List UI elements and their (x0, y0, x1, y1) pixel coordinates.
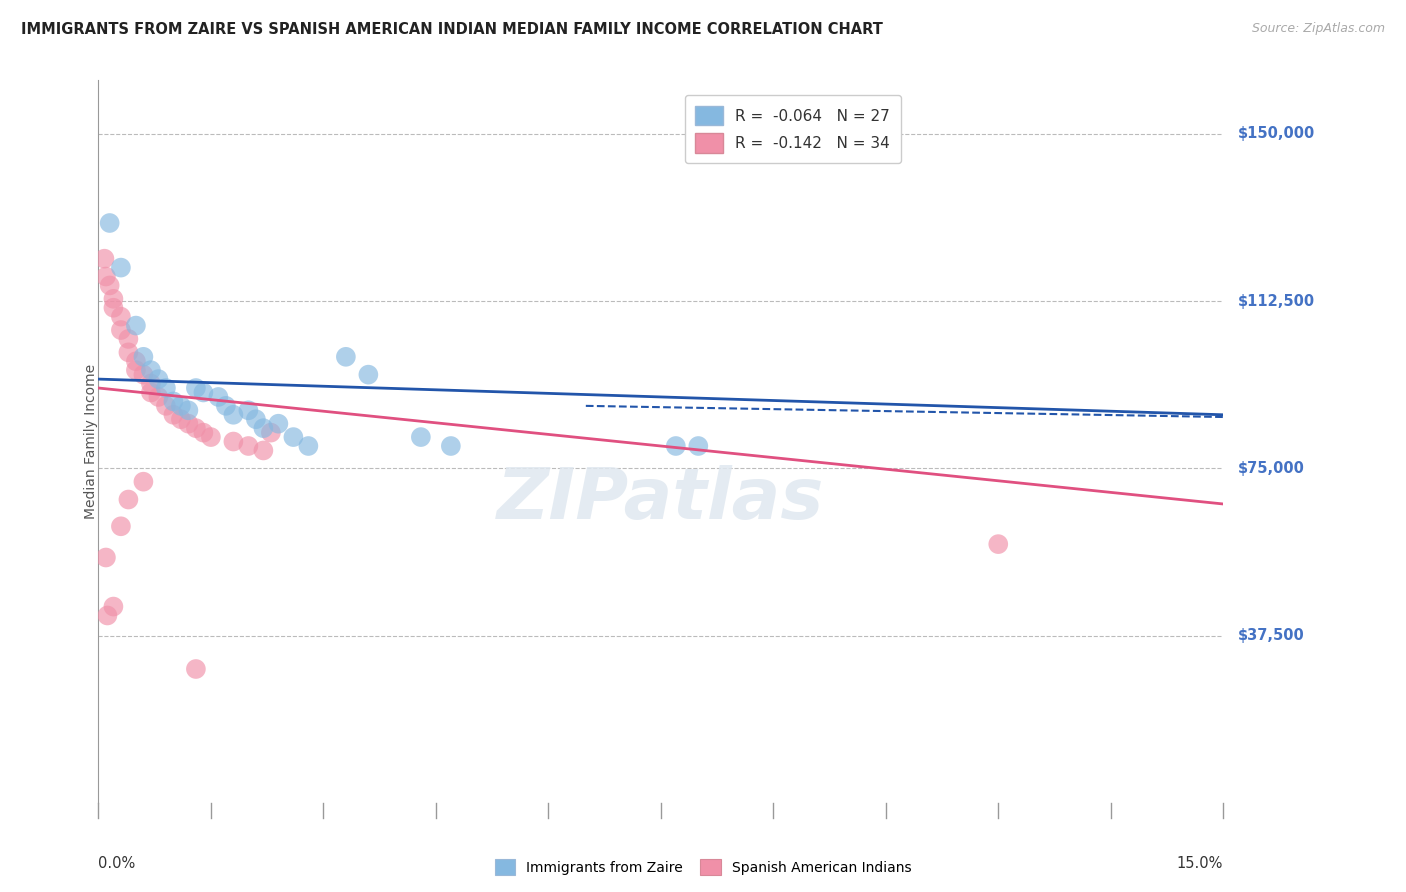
Point (238, 439, 260, 453)
Point (132, 368, 155, 382)
Point (193, 385, 215, 400)
Point (215, 399, 238, 413)
Point (148, 390, 170, 404)
Point (110, 310, 132, 324)
Point (409, 430, 432, 444)
Point (297, 439, 319, 453)
Point (665, 439, 688, 453)
Point (440, 439, 463, 453)
Point (148, 372, 170, 386)
Text: $150,000: $150,000 (1239, 127, 1316, 141)
Legend: Immigrants from Zaire, Spanish American Indians: Immigrants from Zaire, Spanish American … (489, 854, 917, 880)
Point (139, 385, 162, 400)
Point (200, 430, 222, 444)
Point (103, 292, 125, 306)
Point (184, 662, 207, 676)
Point (93, 252, 115, 266)
Text: $112,500: $112,500 (1239, 293, 1316, 309)
Point (193, 425, 215, 440)
Text: 15.0%: 15.0% (1177, 856, 1223, 871)
Point (110, 323, 132, 337)
Text: 0.0%: 0.0% (98, 856, 135, 871)
Point (125, 318, 148, 333)
Text: Median Family Income: Median Family Income (83, 364, 97, 519)
Point (125, 354, 148, 368)
Point (103, 301, 125, 315)
Point (207, 390, 229, 404)
Point (155, 399, 177, 413)
Point (260, 425, 283, 440)
Point (98, 278, 121, 293)
Point (987, 537, 1010, 551)
Point (94, 269, 117, 284)
Point (117, 332, 139, 346)
Point (117, 345, 139, 359)
Text: IMMIGRANTS FROM ZAIRE VS SPANISH AMERICAN INDIAN MEDIAN FAMILY INCOME CORRELATIO: IMMIGRANTS FROM ZAIRE VS SPANISH AMERICA… (21, 22, 883, 37)
Point (170, 399, 193, 413)
Point (222, 434, 245, 449)
Point (103, 599, 125, 614)
Text: ZIPatlas: ZIPatlas (498, 465, 824, 533)
Point (94, 550, 117, 565)
Point (96, 608, 118, 623)
Point (117, 492, 139, 507)
Point (335, 350, 357, 364)
Point (170, 412, 193, 426)
Point (162, 394, 184, 409)
Point (110, 519, 132, 533)
Point (162, 408, 184, 422)
Point (155, 381, 177, 395)
Point (245, 412, 267, 426)
Point (688, 439, 710, 453)
Point (357, 368, 380, 382)
Point (222, 408, 245, 422)
Text: Source: ZipAtlas.com: Source: ZipAtlas.com (1251, 22, 1385, 36)
Text: $37,500: $37,500 (1239, 628, 1305, 643)
Point (267, 417, 290, 431)
Point (184, 421, 207, 435)
Point (238, 403, 260, 417)
Text: $75,000: $75,000 (1239, 461, 1305, 475)
Point (177, 403, 200, 417)
Point (177, 417, 200, 431)
Point (110, 260, 132, 275)
Point (125, 363, 148, 377)
Point (98, 216, 121, 230)
Point (139, 376, 162, 391)
Point (184, 381, 207, 395)
Point (252, 421, 274, 435)
Point (252, 443, 274, 458)
Point (139, 363, 162, 377)
Point (283, 430, 305, 444)
Point (132, 350, 155, 364)
Legend: R =  -0.064   N = 27, R =  -0.142   N = 34: R = -0.064 N = 27, R = -0.142 N = 34 (685, 95, 901, 163)
Point (132, 475, 155, 489)
